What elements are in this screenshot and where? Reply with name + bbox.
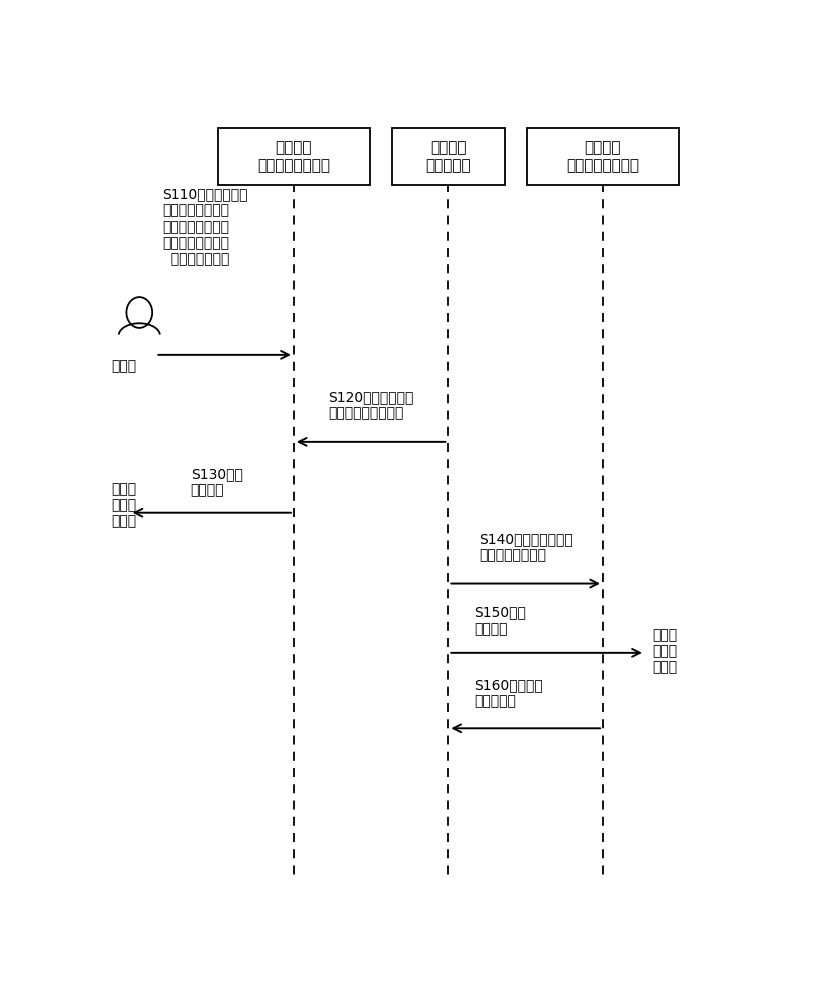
- Text: 第三节点
（身份认证部门）: 第三节点 （身份认证部门）: [567, 140, 640, 173]
- Bar: [392, 128, 504, 185]
- Text: 第二节点
（身份人）: 第二节点 （身份人）: [425, 140, 471, 173]
- Text: 其他区
块链网
络节点: 其他区 块链网 络节点: [111, 482, 137, 528]
- Text: S130：第
一交易单: S130：第 一交易单: [190, 467, 243, 497]
- Text: S120：进行区块链
交易生成第一交易单: S120：进行区块链 交易生成第一交易单: [328, 390, 414, 420]
- Text: S110：第一节点采
集第二节点对应的
身份人的生物特征
以生成身份令牌和
  第一身份特征值: S110：第一节点采 集第二节点对应的 身份人的生物特征 以生成身份令牌和 第一…: [162, 188, 248, 266]
- Bar: [528, 128, 679, 185]
- Text: S160：反馈身
份认证结果: S160：反馈身 份认证结果: [475, 678, 543, 708]
- Bar: [219, 128, 370, 185]
- Text: 第一节点
（身份建立机关）: 第一节点 （身份建立机关）: [258, 140, 331, 173]
- Text: S140：进行区块链交
易生成第二交易单: S140：进行区块链交 易生成第二交易单: [479, 532, 573, 562]
- Text: 身份人: 身份人: [111, 359, 137, 373]
- Text: 其他区
块链网
络节点: 其他区 块链网 络节点: [652, 628, 678, 674]
- Text: S150：第
二交易单: S150：第 二交易单: [475, 606, 526, 636]
